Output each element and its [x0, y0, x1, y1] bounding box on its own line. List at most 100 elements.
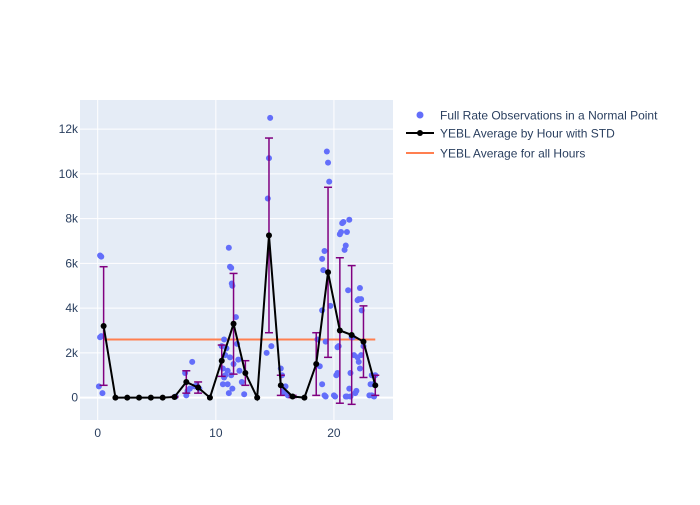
observation-point	[268, 343, 275, 350]
observation-point	[238, 378, 245, 385]
legend-label-overall-average: YEBL Average for all Hours	[440, 147, 585, 161]
observation-point	[353, 387, 360, 394]
observation-point	[338, 229, 345, 236]
observation-point	[346, 216, 353, 223]
observation-point	[229, 385, 236, 392]
observation-point	[345, 287, 352, 294]
legend-item-overall-average[interactable]: YEBL Average for all Hours	[406, 147, 585, 161]
observation-point	[225, 390, 232, 397]
legend-item-hourly-average[interactable]: YEBL Average by Hour with STD	[406, 127, 615, 141]
hourly-average-marker	[277, 382, 284, 389]
observation-point	[343, 229, 350, 236]
observation-point	[347, 393, 354, 400]
observation-point	[347, 370, 354, 377]
hourly-average-marker	[183, 378, 190, 385]
hourly-average-marker	[230, 320, 237, 327]
hourly-average-marker	[159, 394, 166, 401]
observation-point	[346, 385, 353, 392]
observation-point	[263, 349, 270, 356]
y-tick-label: 0	[71, 391, 78, 405]
hourly-average-marker	[112, 394, 119, 401]
y-tick-label: 6k	[65, 256, 79, 270]
observation-point	[232, 314, 239, 321]
hourly-average-line	[100, 232, 379, 402]
observation-point	[326, 178, 333, 185]
hourly-average-marker	[218, 357, 225, 364]
x-tick-label: 0	[94, 426, 101, 440]
hourly-average-marker	[325, 269, 332, 276]
observation-point	[358, 296, 365, 303]
hourly-average-marker	[195, 384, 202, 391]
hourly-average-marker	[242, 370, 249, 377]
observation-point	[98, 333, 105, 340]
observation-point	[229, 282, 236, 289]
observation-point	[340, 218, 347, 225]
legend-marker-hourly-average	[417, 130, 423, 136]
hourly-average-marker	[360, 338, 367, 345]
observation-point	[219, 381, 226, 388]
observation-point	[236, 367, 243, 374]
hourly-average-marker	[147, 394, 154, 401]
x-tick-label: 10	[209, 426, 223, 440]
y-tick-label: 2k	[65, 346, 79, 360]
hourly-average-marker	[124, 394, 131, 401]
observation-point	[334, 370, 341, 377]
hourly-average-marker	[136, 394, 143, 401]
y-tick-label: 10k	[59, 167, 79, 181]
observation-point	[332, 393, 339, 400]
legend-item-observations[interactable]: Full Rate Observations in a Normal Point	[416, 109, 659, 123]
observation-point	[186, 385, 193, 392]
plot-area	[80, 100, 393, 420]
observation-point	[224, 381, 231, 388]
hourly-average-marker	[348, 331, 355, 338]
legend-label-observations: Full Rate Observations in a Normal Point	[440, 109, 658, 123]
observation-point	[356, 365, 363, 372]
observation-point	[358, 352, 365, 359]
observation-point	[356, 284, 363, 291]
x-axis-ticks: 0 10 20	[94, 426, 341, 440]
observation-point	[319, 255, 326, 262]
observation-point	[334, 344, 341, 351]
observation-point	[227, 354, 234, 361]
observation-point	[228, 264, 235, 271]
hourly-average-marker	[254, 394, 261, 401]
observation-point	[189, 358, 196, 365]
hourly-average-marker	[171, 393, 178, 400]
hourly-average-marker	[313, 361, 320, 368]
legend-marker-observations	[416, 111, 424, 119]
legend-label-hourly-average: YEBL Average by Hour with STD	[440, 127, 615, 141]
observation-point	[327, 302, 334, 309]
observation-point	[98, 253, 105, 260]
observation-point	[342, 242, 349, 249]
observation-point	[322, 338, 329, 345]
observation-point	[221, 336, 228, 343]
y-tick-label: 4k	[65, 301, 79, 315]
observation-point	[241, 391, 248, 398]
observation-point	[222, 372, 229, 379]
hourly-average-marker	[301, 394, 308, 401]
hourly-average-marker	[289, 393, 296, 400]
observation-point	[320, 267, 327, 274]
observation-point	[325, 159, 332, 166]
observation-point	[225, 244, 232, 251]
observation-point	[322, 393, 329, 400]
x-tick-label: 20	[327, 426, 341, 440]
observation-point	[321, 248, 328, 255]
observation-point	[99, 390, 106, 397]
legend[interactable]: Full Rate Observations in a Normal Point…	[406, 109, 658, 161]
observation-point	[235, 356, 242, 363]
observation-point	[95, 383, 102, 390]
hourly-average-marker	[372, 382, 379, 389]
y-tick-label: 12k	[59, 122, 79, 136]
observation-point	[323, 148, 330, 155]
y-tick-label: 8k	[65, 212, 79, 226]
hourly-average-marker	[265, 232, 272, 239]
observation-point	[355, 358, 362, 365]
y-axis-ticks: 0 2k 4k 6k 8k 10k 12k	[59, 122, 79, 405]
observation-point	[319, 381, 326, 388]
hourly-average-marker	[206, 394, 213, 401]
observation-point	[264, 195, 271, 202]
hourly-average-marker	[100, 323, 107, 330]
observation-point	[224, 367, 231, 374]
